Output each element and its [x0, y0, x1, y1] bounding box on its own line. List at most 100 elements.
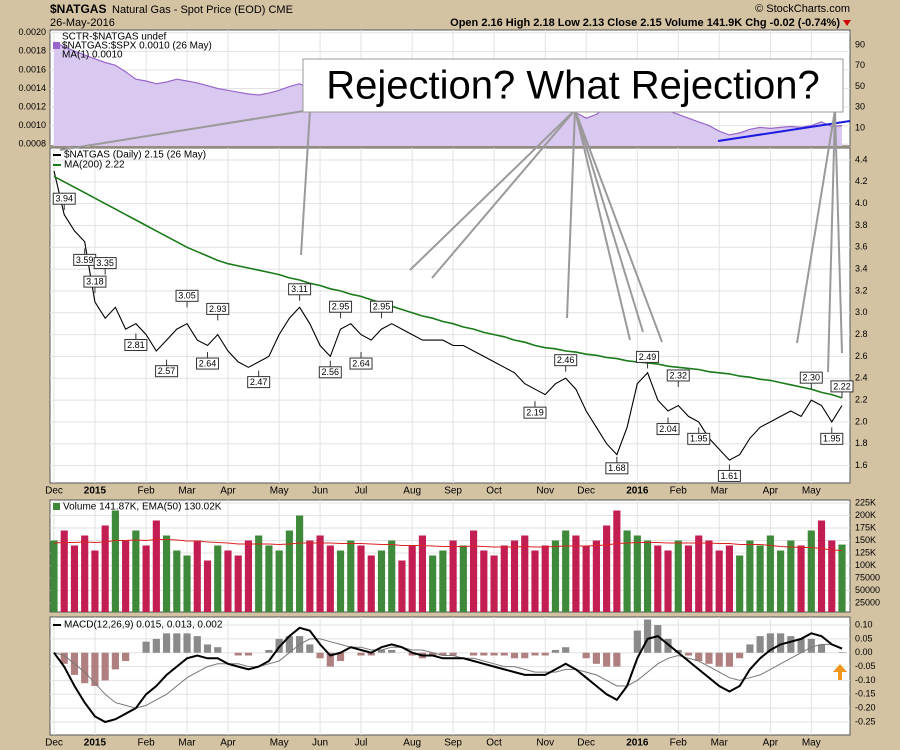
x-tick-label: Aug: [403, 486, 421, 497]
x-tick-label: May: [802, 486, 821, 497]
volume-bar: [838, 544, 846, 612]
x-tick-label: Aug: [403, 738, 421, 749]
y-tick-label: 2.0: [855, 416, 868, 426]
data-label: 1.61: [721, 471, 739, 481]
histogram-bar: [285, 636, 293, 653]
volume-bar: [357, 545, 365, 612]
volume-bar: [510, 540, 519, 612]
volume-bar: [214, 545, 222, 612]
y-tick-label: 1.6: [855, 460, 868, 470]
x-tick-label: Apr: [763, 738, 779, 749]
volume-bar: [285, 530, 293, 612]
histogram-bar: [592, 652, 600, 664]
x-tick-label: Mar: [711, 486, 729, 497]
source: © StockCharts.com: [755, 3, 850, 15]
volume-bar: [633, 535, 641, 612]
data-label: 2.95: [373, 302, 391, 312]
volume-bar: [695, 535, 703, 612]
volume-bar: [132, 530, 140, 612]
label-box: [666, 369, 690, 382]
x-tick-label: Dec: [45, 738, 63, 749]
histogram-bar: [817, 644, 826, 653]
volume-bar: [562, 530, 570, 612]
volume-bar: [603, 525, 611, 612]
label-box: [369, 300, 393, 313]
volume-bar: [459, 545, 467, 612]
callout-box: [302, 58, 844, 113]
data-label: 1.68: [608, 463, 626, 473]
volume-bar: [828, 540, 836, 612]
histogram-bar: [695, 652, 703, 662]
histogram-bar: [429, 652, 437, 656]
legend-label: $NATGAS:$SPX 0.0010 (26 May): [62, 41, 212, 52]
x-tick-label: Feb: [670, 738, 688, 749]
y-tick-label: 200K: [855, 510, 876, 520]
volume-bar: [664, 550, 672, 612]
histogram-bar: [664, 638, 672, 653]
volume-bar: [173, 550, 181, 612]
x-tick-label: Jun: [312, 738, 328, 749]
y-tick-label: 4.0: [855, 198, 868, 208]
label-box: [318, 366, 342, 379]
x-tick-label: Jul: [355, 738, 368, 749]
histogram-bar: [541, 652, 549, 656]
volume-bar: [367, 555, 375, 612]
x-tick-label: Feb: [137, 738, 155, 749]
volume-bar: [408, 545, 416, 612]
histogram-bar: [439, 652, 447, 656]
histogram-bar: [531, 652, 539, 656]
histogram-bar: [705, 652, 713, 664]
x-tick-label: Sep: [444, 486, 462, 497]
legend-label: Volume 141.87K, EMA(50) 130.02K: [63, 502, 222, 513]
volume-bar: [736, 555, 744, 612]
volume-bar: [203, 560, 212, 612]
label-box: [554, 354, 578, 367]
volume-bar: [50, 540, 58, 612]
histogram-bar: [214, 647, 222, 653]
signal-line: [53, 638, 843, 709]
data-label: 2.64: [352, 358, 370, 368]
y-tick-label: 0.05: [855, 633, 873, 643]
volume-bar: [643, 540, 652, 612]
label-box: [155, 365, 179, 378]
y-tick-label: -0.15: [855, 689, 876, 699]
y-tick-label: 125K: [855, 547, 876, 557]
volume-bar: [377, 550, 386, 612]
legend-label: $NATGAS (Daily) 2.15 (26 May): [64, 150, 206, 161]
volume-bar: [613, 510, 621, 612]
histogram-bar: [633, 630, 641, 653]
volume-bar: [316, 535, 324, 612]
ema-line: [53, 539, 843, 551]
quote: Open 2.16 High 2.18 Low 2.13 Close 2.15 …: [450, 17, 840, 29]
histogram-bar: [111, 652, 119, 670]
volume-bar: [142, 545, 150, 612]
data-label: 2.30: [803, 373, 821, 383]
label-box: [83, 275, 107, 288]
label-box: [52, 192, 76, 205]
down-arrow: [843, 20, 851, 26]
volume-bar: [756, 545, 764, 612]
y2-tick-label: 10: [855, 122, 865, 132]
series-line: [53, 170, 843, 461]
volume-bar: [275, 550, 283, 612]
histogram-bar: [603, 652, 611, 667]
histogram-bar: [684, 652, 693, 656]
x-tick-label: 2015: [84, 738, 107, 749]
volume-bar: [582, 545, 590, 612]
volume-bar: [162, 535, 171, 612]
y-tick-label: -0.25: [855, 716, 876, 726]
volume-bar: [623, 530, 631, 612]
x-tick-label: Feb: [137, 486, 155, 497]
volume-bar: [336, 550, 345, 612]
histogram-bar: [654, 625, 662, 653]
data-label: 2.19: [526, 408, 544, 418]
volume-bar: [347, 540, 355, 612]
x-tick-label: Feb: [670, 486, 688, 497]
callout-lines: [59, 109, 843, 373]
data-label: 3.35: [96, 258, 114, 268]
data-label: 3.59: [76, 255, 94, 265]
volume-bar: [531, 550, 539, 612]
volume-bar: [439, 550, 447, 612]
histogram-bar: [797, 638, 805, 653]
callout-text: Rejection? What Rejection?: [326, 64, 820, 108]
